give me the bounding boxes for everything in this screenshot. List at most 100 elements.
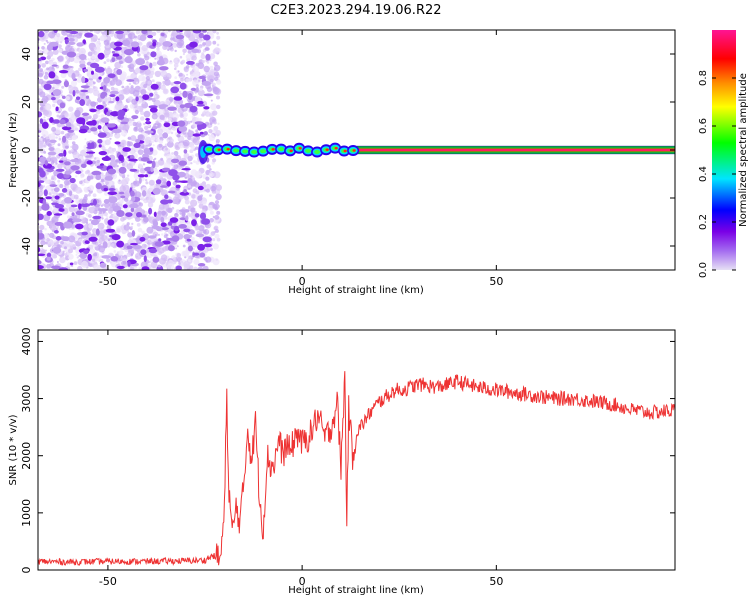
- noise-speckle: [33, 105, 38, 110]
- noise-speckle: [137, 134, 144, 140]
- noise-blob: [38, 57, 42, 62]
- noise-speckle: [110, 116, 114, 121]
- noise-speckle: [87, 180, 90, 183]
- noise-speckle: [75, 253, 78, 256]
- noise-speckle: [105, 181, 109, 185]
- noise-blob: [103, 199, 110, 204]
- noise-speckle: [187, 155, 193, 162]
- noise-speckle: [137, 149, 144, 156]
- noise-blob: [97, 125, 102, 130]
- noise-speckle: [151, 38, 154, 41]
- noise-blob: [131, 230, 136, 237]
- noise-speckle: [138, 42, 143, 46]
- noise-speckle: [213, 47, 220, 54]
- noise-blob: [197, 125, 203, 131]
- noise-speckle: [87, 58, 90, 61]
- spectrogram-x-tick-label: 50: [489, 275, 503, 288]
- noise-speckle: [184, 195, 190, 201]
- noise-speckle: [202, 265, 209, 270]
- noise-speckle: [121, 257, 127, 263]
- noise-speckle: [193, 66, 199, 73]
- noise-speckle: [111, 151, 115, 155]
- noise-speckle: [40, 240, 46, 246]
- noise-blob: [33, 37, 36, 44]
- noise-speckle: [156, 30, 161, 34]
- noise-blob: [128, 158, 138, 162]
- noise-blob: [69, 30, 79, 35]
- noise-blob: [97, 139, 103, 144]
- noise-blob: [78, 203, 82, 210]
- noise-blob: [202, 236, 212, 243]
- noise-speckle: [121, 58, 126, 62]
- signal-blob: [278, 147, 285, 152]
- noise-blob: [166, 180, 171, 187]
- noise-speckle: [45, 140, 48, 143]
- noise-speckle: [201, 59, 206, 64]
- noise-speckle: [32, 73, 35, 76]
- noise-blob: [75, 96, 81, 100]
- noise-blob: [69, 262, 74, 266]
- noise-speckle: [202, 42, 207, 46]
- noise-speckle: [188, 129, 191, 132]
- noise-speckle: [106, 224, 112, 230]
- noise-speckle: [195, 225, 200, 230]
- noise-speckle: [216, 204, 220, 208]
- chart-title: C2E3.2023.294.19.06.R22: [270, 3, 441, 18]
- noise-speckle: [64, 60, 70, 66]
- noise-speckle: [132, 60, 136, 63]
- noise-blob: [116, 69, 123, 75]
- noise-speckle: [38, 177, 42, 181]
- noise-blob: [48, 71, 56, 79]
- noise-blob: [132, 244, 142, 250]
- noise-blob: [98, 144, 102, 148]
- noise-blob: [49, 41, 59, 47]
- noise-speckle: [195, 117, 200, 122]
- noise-blob: [149, 92, 154, 97]
- noise-blob: [167, 245, 175, 252]
- noise-speckle: [117, 263, 121, 266]
- noise-speckle: [109, 137, 112, 140]
- noise-blob: [89, 108, 97, 113]
- noise-blob: [161, 167, 171, 172]
- noise-speckle: [76, 77, 82, 83]
- noise-blob: [181, 168, 191, 171]
- noise-blob: [100, 93, 106, 99]
- noise-blob: [38, 213, 44, 220]
- noise-speckle: [138, 74, 145, 82]
- noise-blob: [118, 191, 125, 195]
- noise-blob: [115, 30, 124, 35]
- noise-blob: [92, 199, 97, 206]
- noise-speckle: [52, 160, 55, 163]
- snr-x-tick-label: 50: [489, 575, 503, 588]
- noise-blob: [97, 52, 105, 60]
- noise-blob: [79, 53, 87, 61]
- noise-speckle: [193, 266, 198, 270]
- noise-speckle: [175, 209, 180, 214]
- noise-speckle: [162, 88, 169, 95]
- noise-blob: [159, 66, 169, 71]
- noise-speckle: [213, 225, 219, 231]
- noise-blob: [58, 267, 69, 270]
- noise-speckle: [176, 252, 182, 258]
- noise-speckle: [166, 139, 170, 143]
- noise-speckle: [70, 80, 78, 87]
- noise-speckle: [170, 37, 174, 41]
- noise-blob: [158, 104, 169, 108]
- noise-speckle: [122, 37, 126, 41]
- noise-blob: [67, 129, 75, 133]
- noise-speckle: [103, 48, 111, 56]
- noise-speckle: [60, 72, 67, 79]
- noise-blob: [149, 107, 158, 113]
- noise-speckle: [51, 177, 54, 181]
- noise-speckle: [69, 241, 74, 246]
- noise-speckle: [120, 65, 124, 68]
- noise-speckle: [175, 38, 180, 43]
- noise-speckle: [106, 41, 109, 45]
- noise-speckle: [216, 95, 220, 100]
- noise-speckle: [138, 266, 142, 270]
- noise-speckle: [79, 180, 83, 185]
- noise-blob: [130, 242, 138, 246]
- noise-speckle: [185, 122, 188, 125]
- noise-speckle: [39, 224, 45, 231]
- noise-speckle: [187, 50, 192, 54]
